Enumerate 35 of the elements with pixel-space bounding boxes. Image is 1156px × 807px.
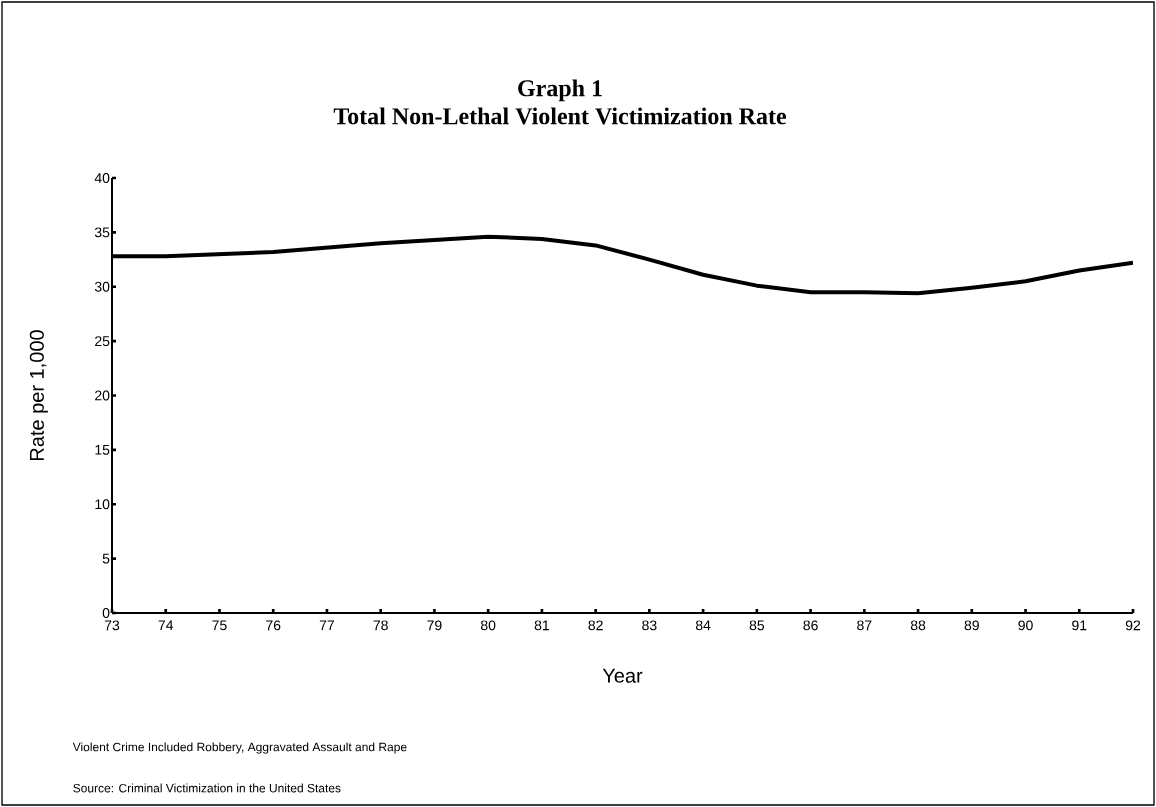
x-tick-label: 87 [857, 620, 872, 631]
x-tick-label: 73 [104, 620, 120, 631]
x-tick-label: 90 [1018, 620, 1033, 631]
y-tick-label: 40 [94, 173, 110, 183]
y-tick-label: 35 [94, 227, 110, 238]
x-tick-label: 80 [480, 620, 496, 631]
y-tick-label: 10 [95, 499, 110, 510]
x-tick-label: 83 [642, 620, 657, 631]
y-tick-label: 25 [95, 336, 110, 347]
x-tick-label: 88 [910, 620, 926, 631]
x-tick-label: 85 [749, 620, 765, 631]
chart-title: Graph 1 [518, 79, 602, 102]
x-tick-label: 76 [266, 620, 281, 631]
x-tick-label: 81 [534, 620, 549, 631]
x-tick-label: 78 [373, 620, 388, 631]
source-note: Source: Criminal Victimization in the United States [73, 783, 341, 793]
y-axis-title: Rate per 1,000 [29, 330, 48, 461]
y-tick-label: 30 [94, 281, 110, 292]
x-tick-label: 77 [319, 620, 335, 631]
y-tick-label: 0 [102, 608, 110, 618]
x-axis-title: Year [602, 668, 643, 683]
x-tick-label: 82 [588, 620, 603, 631]
y-tick-label: 15 [95, 445, 110, 455]
chart-subtitle: Total Non-Lethal Violent Victimization Rate [333, 107, 787, 125]
x-tick-label: 74 [158, 620, 174, 631]
x-tick-label: 91 [1072, 620, 1087, 631]
x-tick-label: 89 [964, 620, 979, 631]
x-tick-label: 86 [803, 620, 818, 631]
y-tick-label: 20 [95, 390, 110, 401]
x-tick-label: 92 [1125, 620, 1141, 631]
x-tick-label: 84 [695, 620, 711, 631]
text: Violent Crime Included Robbery, Aggravated Assault and Rape [72, 742, 407, 754]
x-tick-label: 75 [212, 620, 227, 631]
x-tick-label: 79 [427, 620, 442, 631]
y-tick-label: 5 [102, 553, 110, 564]
